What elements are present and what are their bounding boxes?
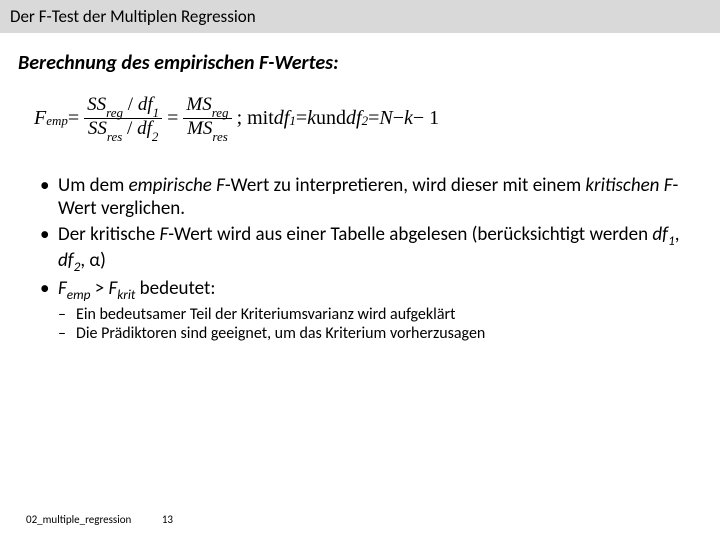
formula-eq2: = [167,107,178,130]
bullet-list: Um dem empirische F-Wert zu interpretier… [0,148,720,343]
formula-mit: ; mit [237,107,274,130]
bullet-2: Der kritische F-Wert wird aus einer Tabe… [40,223,694,275]
bullet-1: Um dem empirische F-Wert zu interpretier… [40,174,694,220]
formula: Femp = SSreg / df1 SSres / df2 = MSreg M… [0,89,720,148]
formula-eq1: = [68,107,79,130]
subtitle: Berechnung des empirischen F-Wertes: [0,33,720,89]
formula-frac2: MSreg MSres [182,95,232,142]
bullet-3: Femp > Fkrit bedeutet: [40,277,694,303]
formula-F-sub: emp [46,113,68,129]
footer: 02_multiple_regression 13 [26,513,173,526]
formula-frac1: SSreg / df1 SSres / df2 [83,95,163,142]
formula-F: F [34,107,46,130]
footer-page: 13 [162,513,173,526]
sub-bullet-1: Ein bedeutsamer Teil der Kriteriumsvaria… [58,305,694,325]
footer-file: 02_multiple_regression [26,513,131,526]
slide-header: Der F-Test der Multiplen Regression [0,0,720,33]
sub-bullet-2: Die Prädiktoren sind geeignet, um das Kr… [58,324,694,344]
slide-title: Der F-Test der Multiplen Regression [10,6,256,27]
